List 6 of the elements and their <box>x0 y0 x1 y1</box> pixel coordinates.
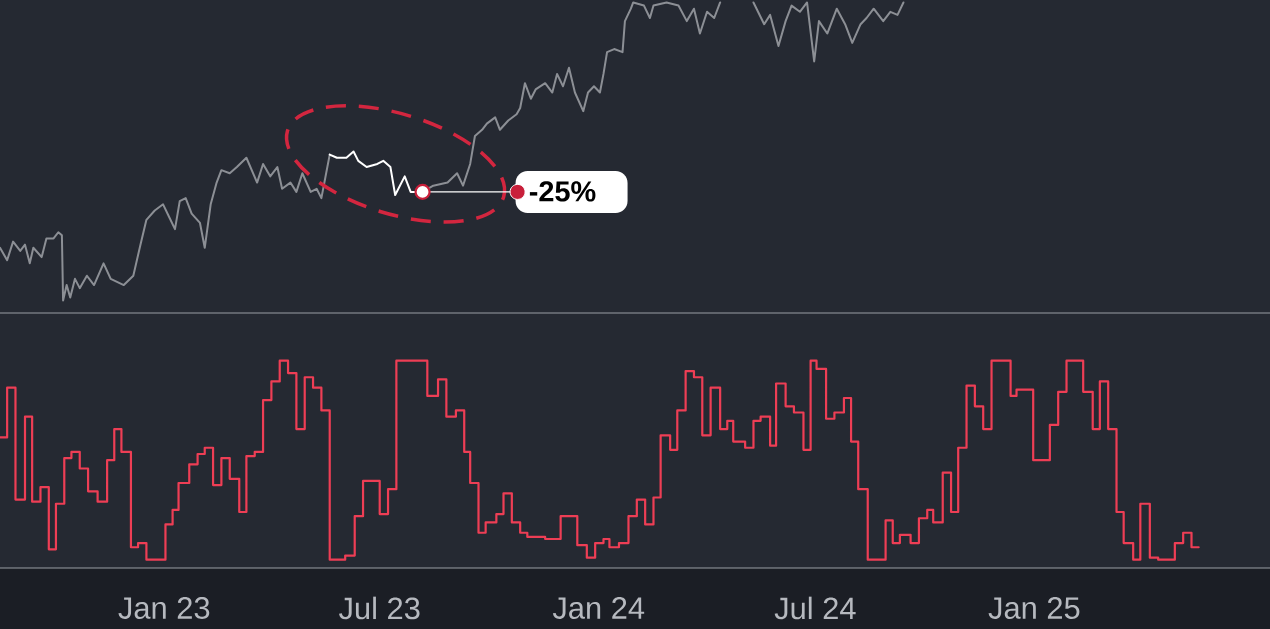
x-tick-label: Jul 23 <box>338 596 420 620</box>
x-tick-label: Jan 24 <box>552 597 645 619</box>
annotation: -25% <box>529 181 596 202</box>
x-tick-label: Jul 24 <box>774 596 856 620</box>
x-tick-label: Jan 23 <box>118 597 210 619</box>
x-tick-label: Jan 25 <box>988 597 1080 619</box>
